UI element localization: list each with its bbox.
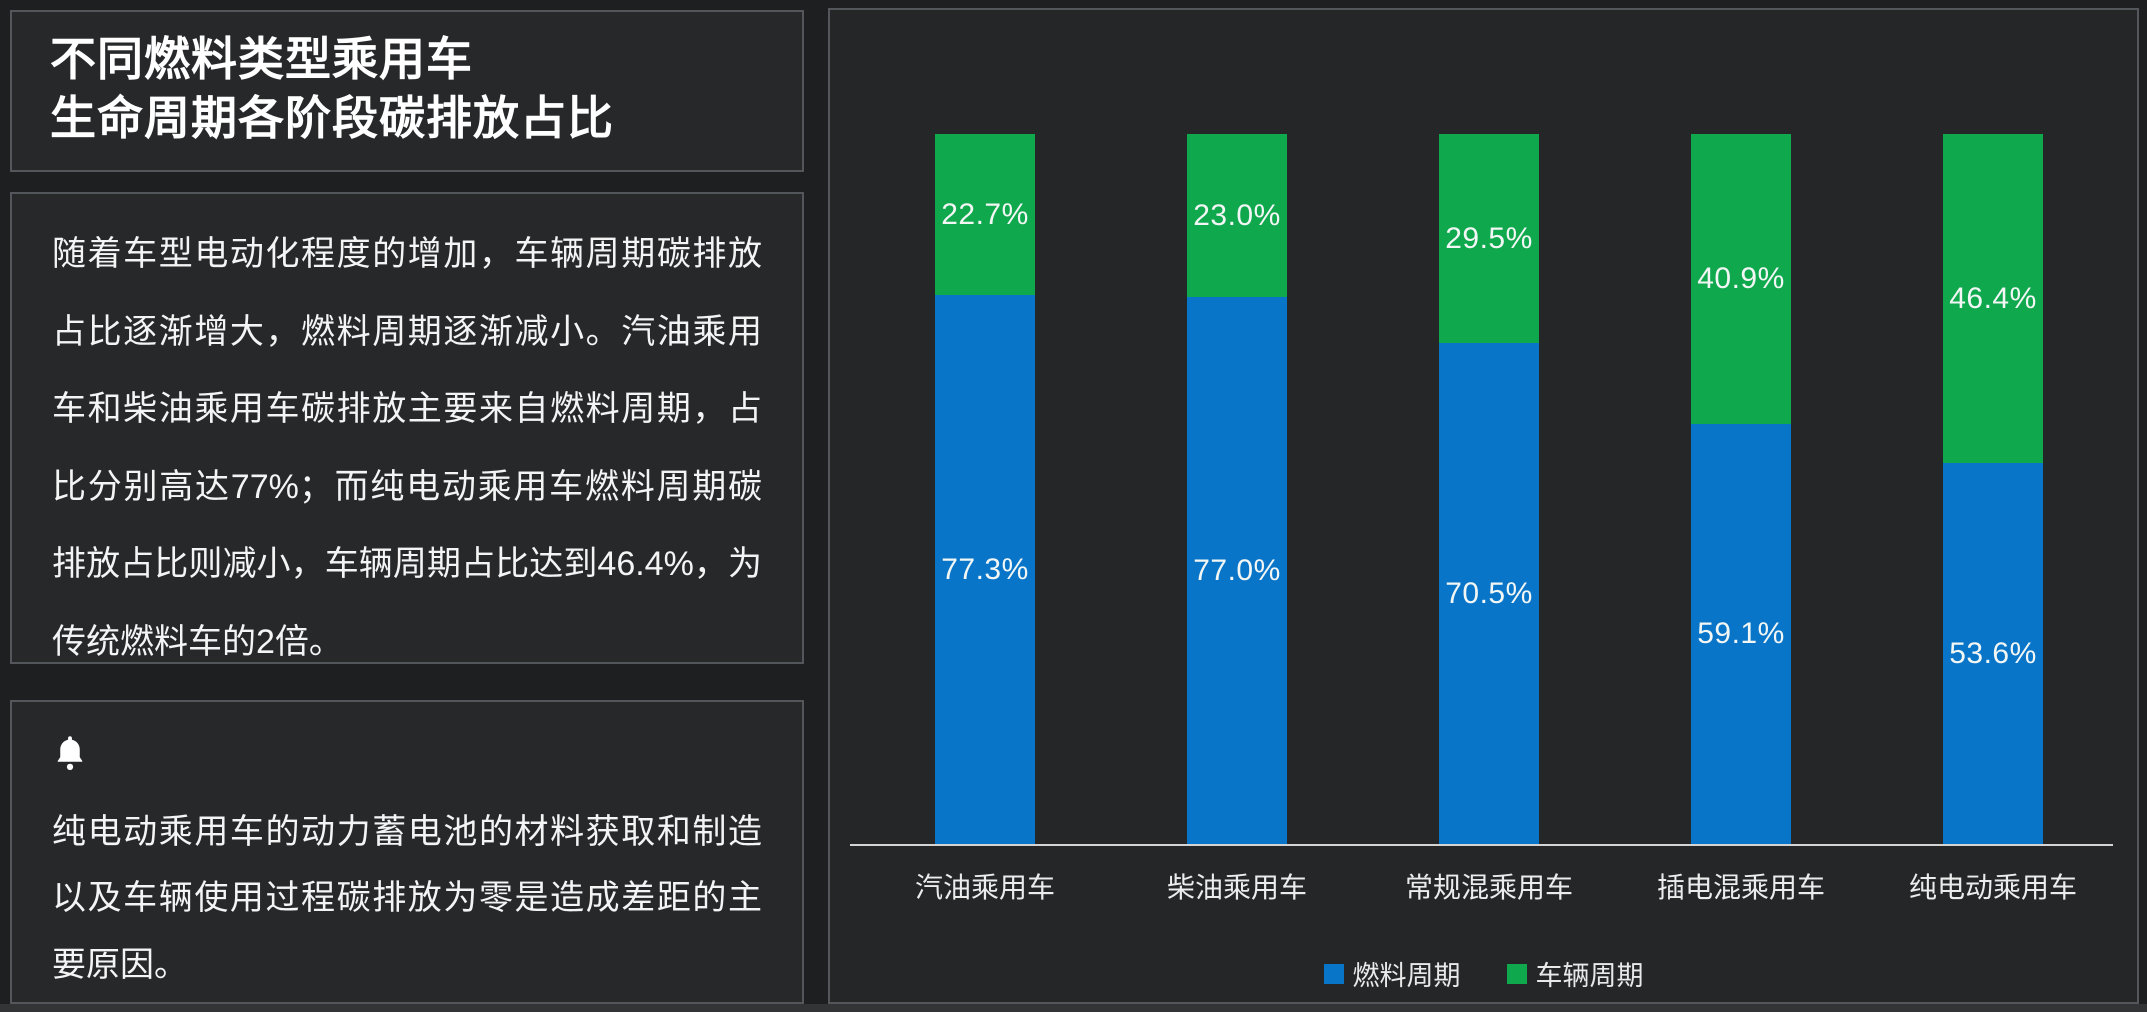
legend-item-车辆周期[interactable]: 车辆周期 bbox=[1506, 954, 1644, 993]
bar-segment-车辆周期: 40.9% bbox=[1691, 134, 1791, 425]
bell-icon bbox=[52, 732, 762, 781]
bar-column: 29.5% 70.5% bbox=[1363, 134, 1615, 844]
bar-segment-燃料周期: 70.5% bbox=[1439, 343, 1539, 844]
bar-value-label: 59.1% bbox=[1697, 617, 1785, 651]
stacked-bar: 29.5% 70.5% bbox=[1439, 134, 1539, 844]
page-title-line2: 生命周期各阶段碳排放占比 bbox=[50, 91, 614, 144]
legend-swatch-icon bbox=[1323, 963, 1344, 984]
x-axis-label-纯电动乘用车: 纯电动乘用车 bbox=[1908, 872, 2077, 903]
bar-value-label: 77.3% bbox=[941, 552, 1029, 586]
x-axis-labels: 汽油乘用车 柴油乘用车 常规混乘用车 插电混乘用车 纯电动乘用车 bbox=[859, 866, 2119, 906]
page-title: 不同燃料类型乘用车 生命周期各阶段碳排放占比 bbox=[50, 30, 802, 148]
bar-value-label: 29.5% bbox=[1445, 221, 1533, 255]
description-panel: 随着车型电动化程度的增加，车辆周期碳排放占比逐渐增大，燃料周期逐渐减小。汽油乘用… bbox=[10, 192, 804, 664]
bar-value-label: 46.4% bbox=[1949, 281, 2037, 315]
bar-segment-燃料周期: 77.3% bbox=[935, 295, 1035, 844]
bar-value-label: 70.5% bbox=[1445, 576, 1533, 610]
bar-segment-车辆周期: 29.5% bbox=[1439, 134, 1539, 344]
bar-segment-车辆周期: 46.4% bbox=[1943, 134, 2043, 464]
bar-value-label: 53.6% bbox=[1949, 636, 2037, 670]
x-axis-label-常规混乘用车: 常规混乘用车 bbox=[1404, 872, 1573, 903]
bar-segment-燃料周期: 53.6% bbox=[1943, 463, 2043, 844]
bar-value-label: 77.0% bbox=[1193, 553, 1281, 587]
bar-segment-燃料周期: 59.1% bbox=[1691, 424, 1791, 844]
chart-legend: 燃料周期 车辆周期 bbox=[830, 954, 2137, 993]
stacked-bar: 22.7% 77.3% bbox=[935, 134, 1035, 844]
x-axis-label-汽油乘用车: 汽油乘用车 bbox=[914, 872, 1055, 903]
legend-label: 燃料周期 bbox=[1352, 961, 1461, 991]
x-axis-line bbox=[850, 844, 2113, 846]
stacked-bar: 23.0% 77.0% bbox=[1187, 134, 1287, 844]
bar-value-label: 22.7% bbox=[941, 197, 1029, 231]
bar-value-label: 40.9% bbox=[1697, 262, 1785, 296]
stacked-bar: 40.9% 59.1% bbox=[1691, 134, 1791, 844]
legend-item-燃料周期[interactable]: 燃料周期 bbox=[1323, 954, 1461, 993]
bar-segment-车辆周期: 22.7% bbox=[935, 134, 1035, 296]
legend-label: 车辆周期 bbox=[1535, 961, 1644, 991]
stacked-bar-chart-panel: 22.7% 77.3% 23.0% 77.0% 29.5% 70.5% 40.9% 59.1%… bbox=[828, 8, 2139, 1004]
bar-column: 22.7% 77.3% bbox=[859, 134, 1111, 844]
note-panel: 纯电动乘用车的动力蓄电池的材料获取和制造以及车辆使用过程碳排放为零是造成差距的主… bbox=[10, 700, 804, 1004]
bar-column: 40.9% 59.1% bbox=[1615, 134, 1867, 844]
bar-segment-车辆周期: 23.0% bbox=[1187, 134, 1287, 298]
page-title-line1: 不同燃料类型乘用车 bbox=[50, 33, 473, 85]
note-text: 纯电动乘用车的动力蓄电池的材料获取和制造以及车辆使用过程碳排放为零是造成差距的主… bbox=[52, 813, 762, 984]
bar-value-label: 23.0% bbox=[1193, 198, 1281, 232]
title-panel: 不同燃料类型乘用车 生命周期各阶段碳排放占比 bbox=[10, 10, 804, 172]
x-axis-label-插电混乘用车: 插电混乘用车 bbox=[1656, 872, 1825, 903]
bar-segment-燃料周期: 77.0% bbox=[1187, 297, 1287, 844]
x-axis-label-柴油乘用车: 柴油乘用车 bbox=[1166, 872, 1307, 903]
bar-column: 23.0% 77.0% bbox=[1111, 134, 1363, 844]
chart-plot-area: 22.7% 77.3% 23.0% 77.0% 29.5% 70.5% 40.9% 59.1%… bbox=[859, 134, 2119, 844]
bottom-edge-strip bbox=[0, 1004, 2147, 1012]
bar-column: 46.4% 53.6% bbox=[1867, 134, 2119, 844]
description-text: 随着车型电动化程度的增加，车辆周期碳排放占比逐渐增大，燃料周期逐渐减小。汽油乘用… bbox=[52, 235, 762, 661]
legend-swatch-icon bbox=[1506, 963, 1527, 984]
stacked-bar: 46.4% 53.6% bbox=[1943, 134, 2043, 844]
